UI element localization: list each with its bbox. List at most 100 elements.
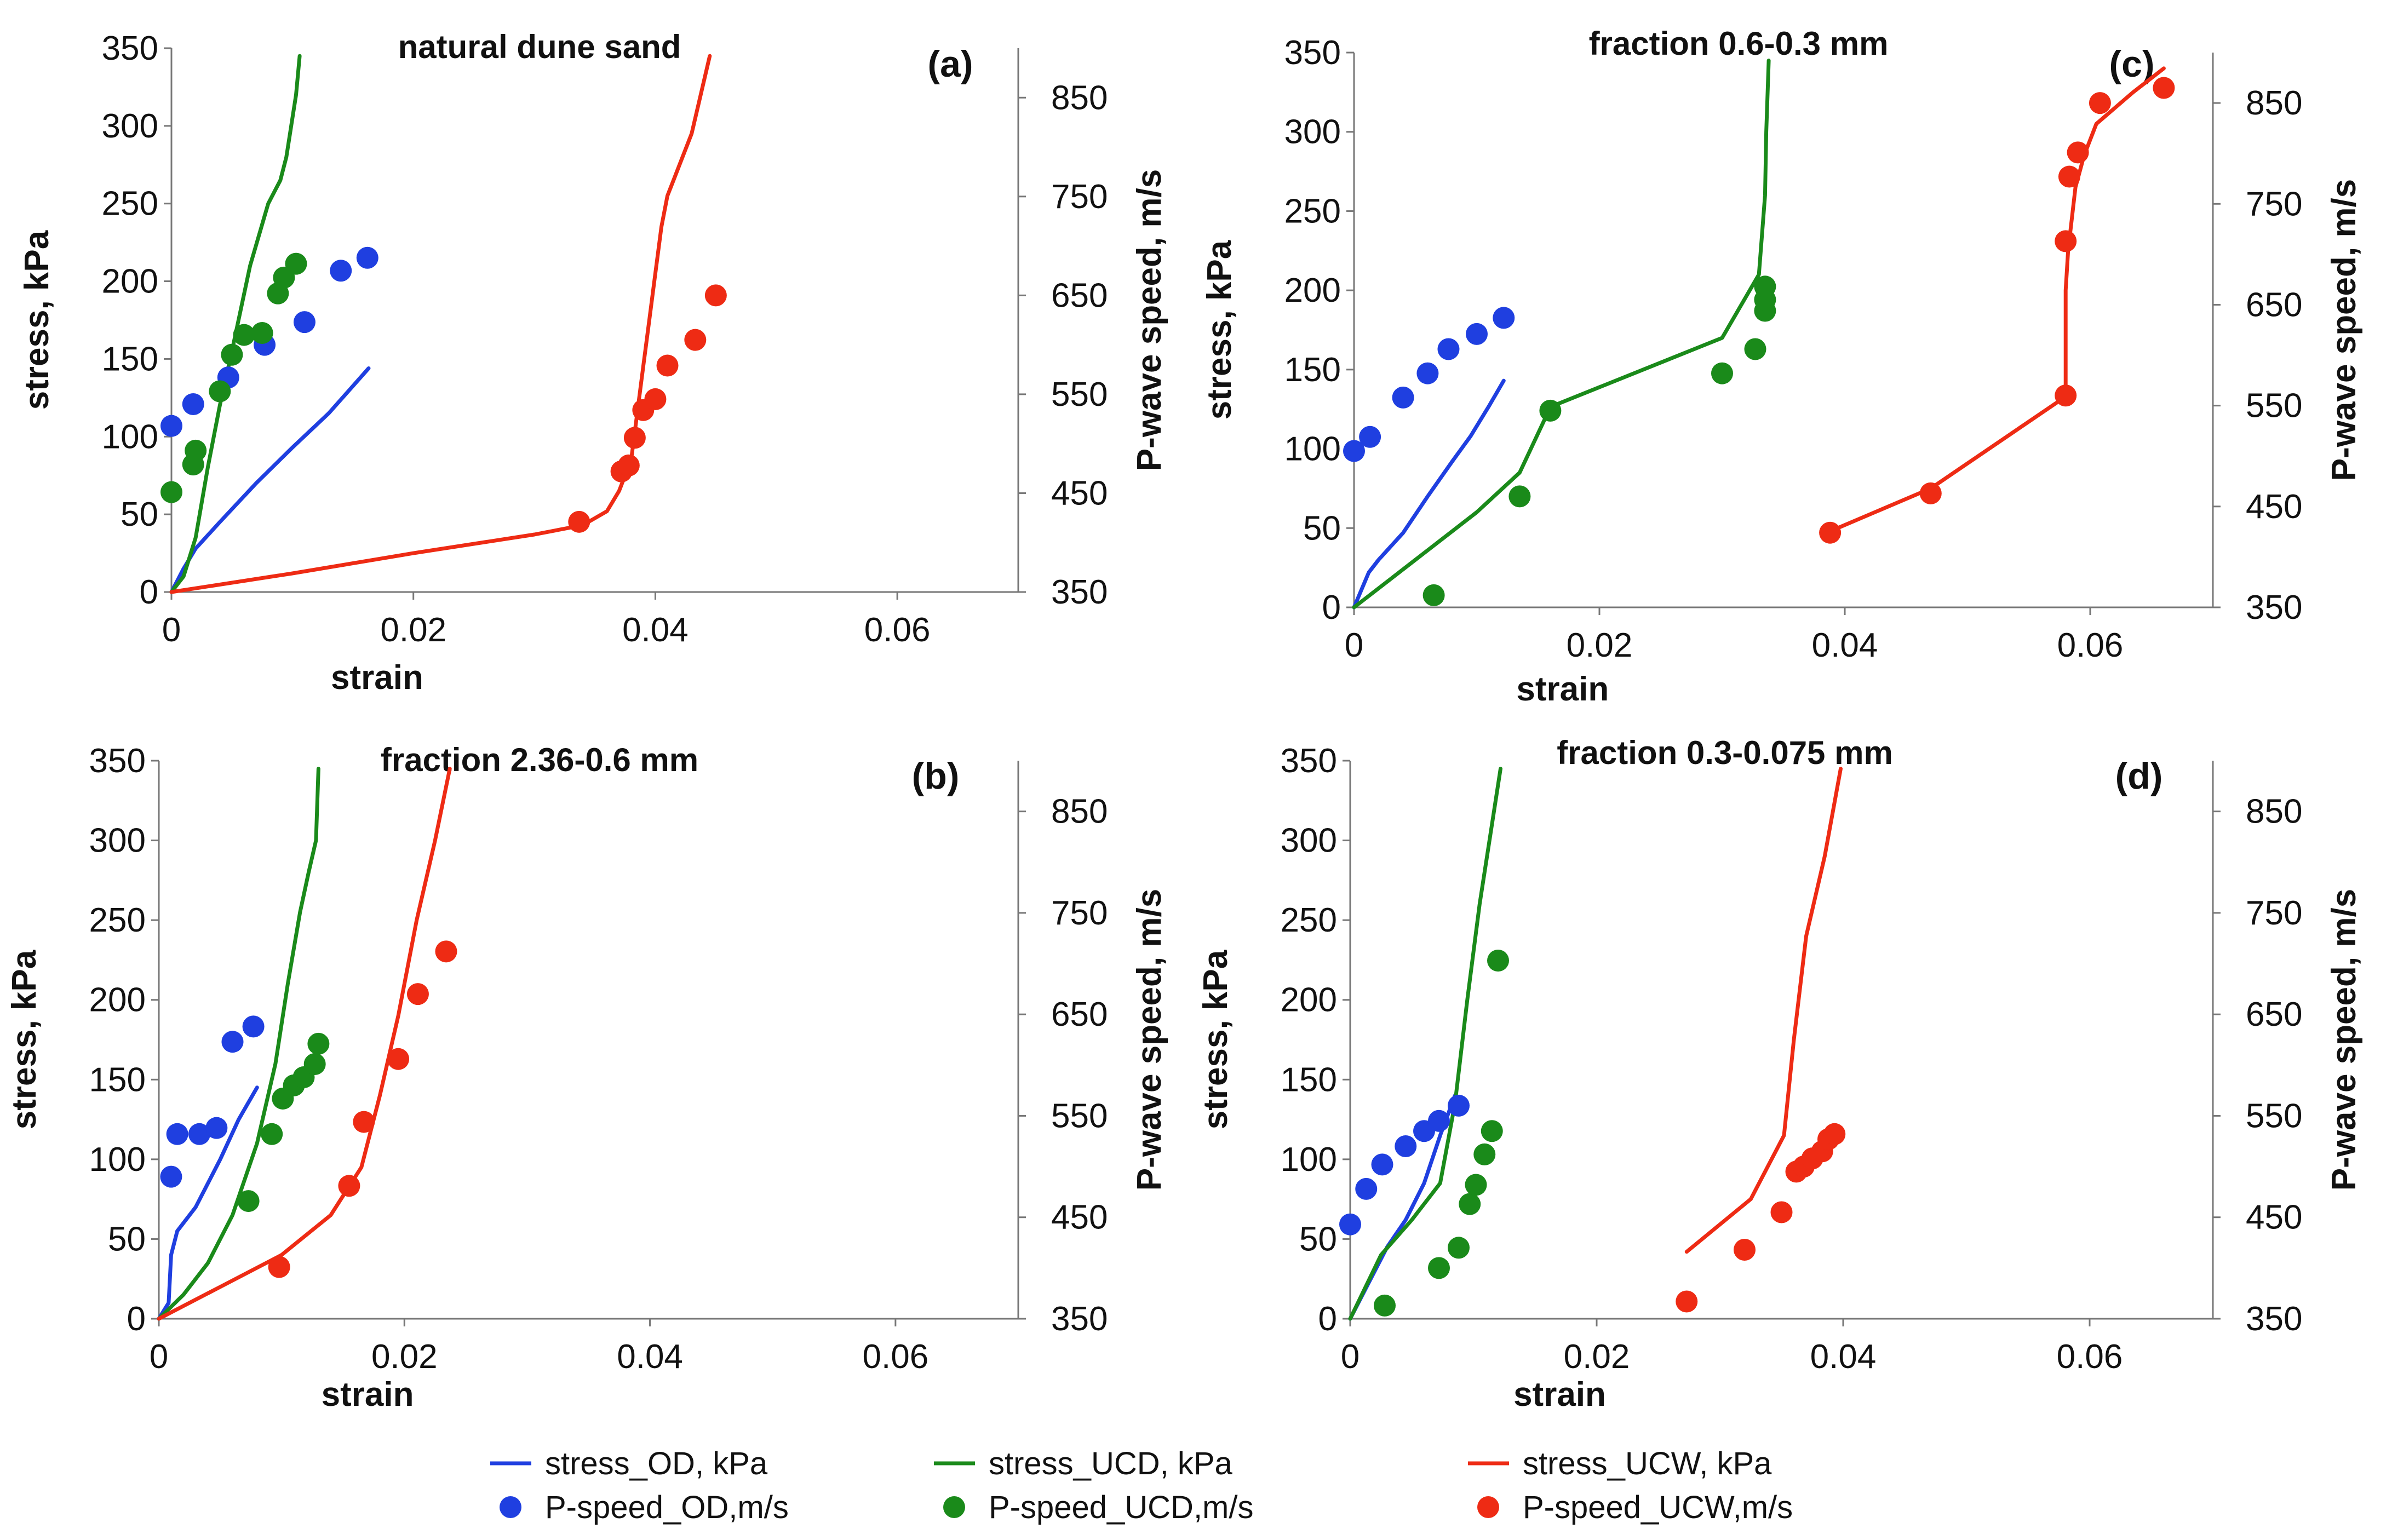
data-point	[2067, 141, 2089, 164]
x-tick-label: 0.06	[864, 611, 931, 649]
y-tick-label: 0	[1318, 1300, 1337, 1338]
data-point	[1508, 485, 1531, 508]
x-tick-label: 0	[1345, 627, 1363, 664]
data-point	[1416, 362, 1439, 384]
x-tick-label: 0.02	[380, 611, 446, 649]
data-point	[2055, 230, 2077, 252]
data-point	[617, 454, 640, 476]
y2-tick-label: 850	[2246, 793, 2302, 831]
data-point	[356, 246, 378, 269]
x-tick-label: 0.04	[617, 1338, 683, 1376]
data-point	[221, 1031, 244, 1053]
y2-tick-label: 350	[2246, 589, 2302, 627]
data-point	[353, 1111, 375, 1133]
y-tick-label: 200	[1281, 981, 1337, 1019]
data-point	[1437, 338, 1460, 360]
series-line	[1828, 66, 2166, 533]
legend-item: P-speed_UCD,m/s	[943, 1490, 1253, 1525]
series-line	[169, 54, 302, 594]
data-point	[1819, 521, 1842, 544]
data-point	[303, 1053, 326, 1075]
data-point	[1428, 1257, 1450, 1279]
y2-tick-label: 750	[2246, 185, 2302, 223]
y-tick-label: 100	[102, 418, 158, 456]
y2-axis-label: P-wave speed, m/s	[2325, 179, 2363, 481]
data-point	[293, 311, 316, 334]
y2-tick-label: 450	[1051, 474, 1108, 512]
y2-tick-label: 650	[2246, 996, 2302, 1033]
y2-tick-label: 350	[1051, 573, 1108, 611]
y2-tick-label: 850	[2246, 84, 2302, 122]
data-point	[233, 324, 255, 346]
data-point	[704, 284, 727, 307]
x-tick-label: 0	[162, 611, 181, 649]
y-tick-label: 50	[1303, 509, 1341, 547]
legend-dot-swatch	[1477, 1496, 1499, 1518]
data-point	[160, 1165, 182, 1188]
y-tick-label: 50	[121, 496, 158, 533]
x-tick-label: 0.04	[1812, 627, 1878, 664]
y2-tick-label: 450	[2246, 488, 2302, 526]
y2-tick-label: 450	[2246, 1199, 2302, 1237]
y2-tick-label: 550	[2246, 1097, 2302, 1135]
series-line	[1352, 378, 1506, 610]
data-point	[185, 439, 207, 462]
data-point	[182, 393, 204, 415]
y-tick-label: 0	[140, 573, 158, 611]
data-point	[242, 1015, 265, 1038]
data-point	[160, 481, 182, 503]
y-tick-label: 100	[1281, 1141, 1337, 1179]
legend-item: stress_OD, kPa	[490, 1446, 768, 1481]
data-point	[1466, 323, 1488, 345]
x-axis-label: strain	[1516, 670, 1609, 708]
data-point	[684, 329, 707, 351]
legend-item: P-speed_UCW,m/s	[1477, 1490, 1793, 1525]
x-axis-label: strain	[322, 1376, 414, 1413]
data-point	[1744, 338, 1766, 360]
y-tick-label: 100	[1284, 430, 1341, 468]
data-point	[1711, 362, 1733, 384]
data-point	[1770, 1201, 1793, 1223]
y2-axis-label: P-wave speed, m/s	[2325, 889, 2363, 1191]
series-line	[157, 1085, 259, 1321]
y-tick-label: 300	[102, 107, 158, 145]
data-point	[1487, 949, 1509, 972]
y-tick-label: 250	[1281, 901, 1337, 939]
data-point	[387, 1048, 410, 1070]
data-point	[1459, 1193, 1481, 1215]
data-point	[1428, 1110, 1450, 1132]
data-point	[2153, 77, 2175, 99]
legend-label: P-speed_UCD,m/s	[989, 1490, 1253, 1525]
data-point	[406, 983, 429, 1005]
x-tick-label: 0.06	[2057, 1338, 2123, 1376]
y-tick-label: 250	[102, 185, 158, 223]
y-tick-label: 300	[89, 822, 146, 860]
x-axis-label: strain	[331, 659, 423, 697]
series-line	[157, 767, 320, 1321]
y2-tick-label: 850	[1051, 79, 1108, 117]
panel-title: natural dune sand	[398, 28, 681, 65]
panel-label: (b)	[912, 755, 960, 797]
y-tick-label: 150	[1281, 1061, 1337, 1099]
y-tick-label: 200	[1284, 272, 1341, 309]
y-tick-label: 350	[1284, 34, 1341, 72]
y-tick-label: 200	[102, 263, 158, 301]
data-point	[1371, 1153, 1393, 1176]
data-point	[1734, 1239, 1756, 1261]
y-tick-label: 100	[89, 1141, 146, 1179]
data-point	[568, 510, 590, 533]
data-point	[188, 1123, 210, 1145]
y-tick-label: 50	[1299, 1220, 1337, 1258]
panel-title: fraction 2.36-0.6 mm	[381, 742, 698, 778]
data-point	[209, 380, 231, 403]
x-tick-label: 0	[150, 1338, 168, 1376]
panel-label: (a)	[927, 43, 973, 85]
y2-tick-label: 350	[1051, 1300, 1108, 1338]
legend: stress_OD, kPa stress_UCD, kPa stress_UCW,…	[490, 1446, 1793, 1525]
y-axis-label: stress, kPa	[18, 230, 56, 410]
y-tick-label: 350	[102, 30, 158, 67]
panel-label: (d)	[2115, 755, 2163, 797]
y-tick-label: 0	[127, 1300, 146, 1338]
y2-tick-label: 850	[1051, 793, 1108, 831]
